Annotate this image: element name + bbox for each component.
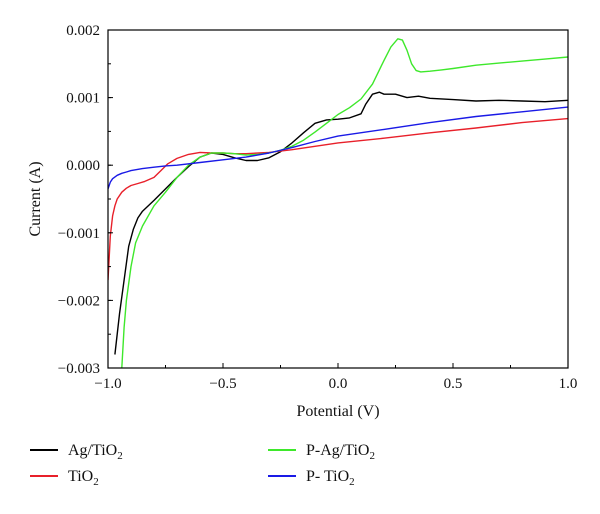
legend-label-3: P- TiO2 [306,468,355,488]
tick-layer: −1.0 −0.5 0.0 0.5 1.0 −0.003 −0.002 −0.001 0.000… [58,23,578,392]
legend-label-1: TiO2 [68,468,99,488]
series-line-1 [108,117,568,281]
legend-label-2: P-Ag/TiO2 [306,442,375,462]
series-line-2 [121,38,568,368]
y-tick-label: −0.003 [58,361,100,377]
y-tick-label: −0.001 [58,226,100,242]
y-tick-label: −0.002 [58,293,100,309]
x-tick-label: 0.0 [329,376,348,392]
legend: Ag/TiO2 TiO2 P-Ag/TiO2 P- TiO2 [30,442,375,488]
y-tick-label: 0.000 [66,158,100,174]
x-axis-title: Potential (V) [296,403,379,420]
series-layer [108,38,568,368]
plot-frame [107,29,569,369]
series-line-3 [108,106,568,190]
x-tick-label: −1.0 [94,376,121,392]
y-axis-title: Current (A) [27,161,44,236]
legend-label-0: Ag/TiO2 [68,442,123,462]
x-tick-label: 1.0 [559,376,578,392]
x-tick-label: 0.5 [444,376,463,392]
y-tick-label: 0.002 [66,23,100,39]
y-tick-label: 0.001 [66,91,100,107]
x-tick-label: −0.5 [209,376,236,392]
series-line-0 [114,91,568,355]
